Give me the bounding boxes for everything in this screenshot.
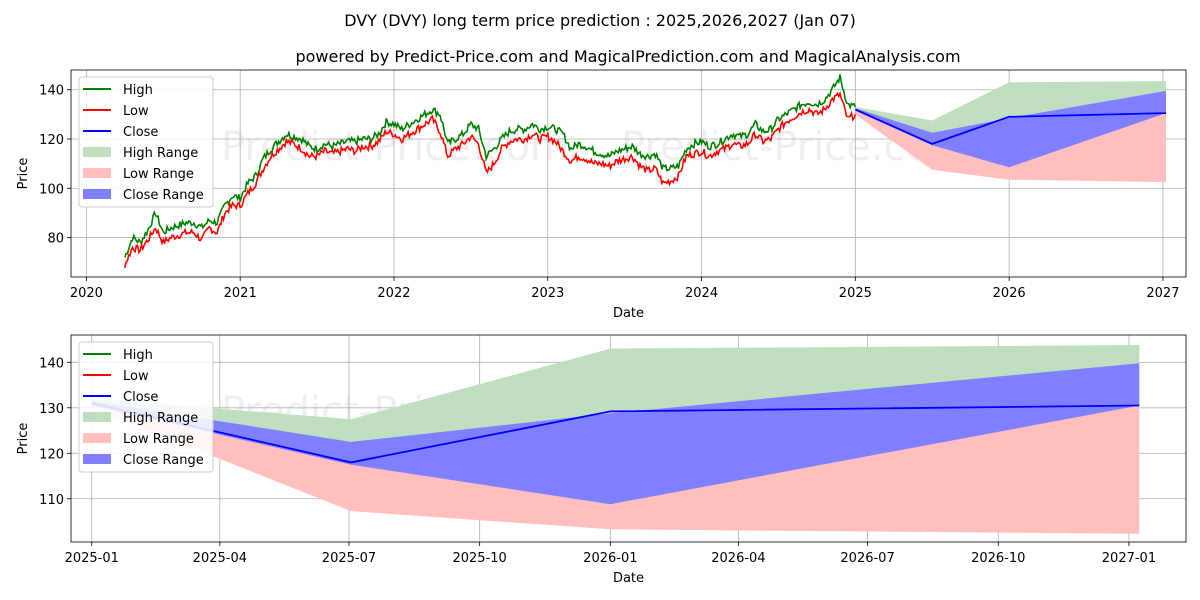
- y-tick-label: 140: [39, 84, 64, 99]
- x-axis-label: Date: [613, 306, 644, 321]
- chart-title: DVY (DVY) long term price prediction : 2…: [344, 11, 856, 30]
- x-tick-label: 2025: [839, 286, 872, 301]
- legend-swatch-low-range: [83, 433, 111, 443]
- x-tick-label: 2025-07: [322, 551, 376, 566]
- x-tick-label: 2022: [377, 286, 410, 301]
- plot-area: [91, 345, 1140, 534]
- legend-swatch-close-range: [83, 189, 111, 199]
- chart-subtitle: powered by Predict-Price.com and Magical…: [295, 47, 960, 66]
- y-tick-label: 110: [39, 493, 64, 508]
- x-tick-label: 2024: [685, 286, 718, 301]
- legend: High Low Close High Range Low Range Close Ran…: [78, 341, 214, 473]
- legend-label: High: [123, 83, 153, 98]
- y-tick-label: 140: [39, 356, 64, 371]
- x-tick-label: 2020: [70, 286, 103, 301]
- y-tick-label: 120: [39, 447, 64, 462]
- x-tick-label: 2027-01: [1102, 551, 1156, 566]
- legend-swatch-close-range: [83, 454, 111, 464]
- close-range-band: [855, 90, 1166, 168]
- legend-label: Low Range: [123, 432, 194, 447]
- high-series-line: [124, 74, 857, 258]
- x-tick-label: 2023: [531, 286, 564, 301]
- legend: High Low Close High Range Low Range Close Ran…: [78, 76, 214, 208]
- y-axis-label: Price: [16, 423, 31, 455]
- x-tick-label: 2021: [224, 286, 257, 301]
- x-axis-label: Date: [613, 571, 644, 586]
- bottom-chart-panel: Predict-Price.comPredict-Price.com2025-0…: [16, 334, 1187, 586]
- legend-label: Low: [123, 369, 149, 384]
- x-tick-label: 2026-10: [971, 551, 1025, 566]
- legend-label: Close: [123, 390, 158, 405]
- close-range-band: [91, 363, 1140, 505]
- axes-frame: [70, 334, 1187, 543]
- low-series-line: [124, 91, 857, 268]
- legend-box: [78, 341, 214, 473]
- y-tick-label: 80: [47, 232, 64, 247]
- x-tick-label: 2025-04: [193, 551, 247, 566]
- high-range-band: [91, 345, 1140, 463]
- x-tick-label: 2026-04: [711, 551, 765, 566]
- legend-label: Low Range: [123, 167, 194, 182]
- legend-box: [78, 76, 214, 208]
- plot-area: [124, 74, 1167, 268]
- legend-label: Close Range: [123, 188, 204, 203]
- close-forecast-line: [854, 108, 1167, 145]
- y-tick-label: 120: [39, 133, 64, 148]
- x-tick-label: 2025-01: [65, 551, 119, 566]
- x-tick-label: 2027: [1146, 286, 1179, 301]
- y-tick-label: 100: [39, 182, 64, 197]
- legend-label: High: [123, 348, 153, 363]
- x-tick-label: 2026: [993, 286, 1026, 301]
- x-tick-label: 2026-01: [583, 551, 637, 566]
- legend-label: Close Range: [123, 453, 204, 468]
- close-forecast-line: [91, 402, 1140, 464]
- x-tick-label: 2025-10: [452, 551, 506, 566]
- axes-frame: [70, 69, 1187, 278]
- legend-swatch-low-range: [83, 168, 111, 178]
- high-range-band: [855, 81, 1166, 144]
- x-tick-label: 2026-07: [840, 551, 894, 566]
- legend-label: Close: [123, 125, 158, 140]
- legend-label: High Range: [123, 146, 198, 161]
- legend-label: High Range: [123, 411, 198, 426]
- y-axis-label: Price: [16, 158, 31, 190]
- legend-swatch-high-range: [83, 412, 111, 422]
- y-tick-label: 130: [39, 402, 64, 417]
- legend-label: Low: [123, 104, 149, 119]
- legend-swatch-high-range: [83, 147, 111, 157]
